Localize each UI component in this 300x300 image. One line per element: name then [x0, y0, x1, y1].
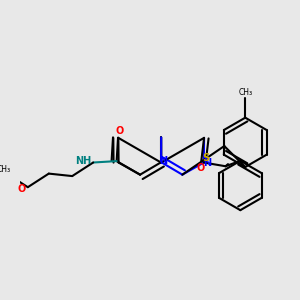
Text: O: O: [196, 163, 205, 173]
Text: CH₃: CH₃: [0, 165, 11, 174]
Text: O: O: [17, 184, 26, 194]
Text: NH: NH: [75, 156, 91, 166]
Text: N: N: [203, 158, 211, 167]
Text: N: N: [159, 156, 167, 166]
Text: S: S: [202, 153, 209, 163]
Text: O: O: [115, 127, 124, 136]
Text: CH₃: CH₃: [238, 88, 252, 97]
